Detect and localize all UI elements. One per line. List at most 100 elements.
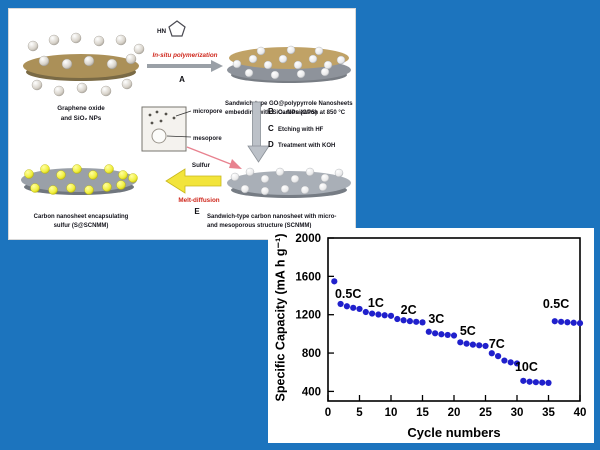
- data-point: [337, 300, 344, 308]
- y-tick-label: 2000: [295, 233, 321, 245]
- scnmm-label-line1: Sandwich-type carbon nanosheet with micr…: [207, 214, 336, 220]
- data-point: [551, 318, 558, 325]
- data-point: [520, 377, 527, 384]
- micropore-label: micropore: [193, 109, 223, 115]
- data-point: [419, 319, 426, 326]
- data-point: [513, 360, 521, 367]
- data-point: [545, 379, 552, 386]
- x-tick-label: 30: [511, 407, 524, 419]
- data-point: [450, 332, 458, 339]
- step-b-letter: B: [268, 107, 274, 116]
- y-tick-label: 1600: [295, 271, 321, 283]
- gps-label-line2: embedding with SiO₂ NPs (GPS): [225, 110, 317, 116]
- rate-annotation: 3C: [428, 312, 444, 326]
- data-point: [532, 379, 539, 386]
- data-point: [413, 318, 420, 325]
- data-point: [476, 342, 483, 349]
- mesopore-label: mesopore: [193, 136, 222, 142]
- data-point: [488, 350, 495, 357]
- y-tick-label: 400: [302, 386, 321, 398]
- s-scnmm-label-line1: Carbon nanosheet encapsulating: [34, 214, 129, 220]
- data-point: [425, 328, 432, 335]
- capacity-chart-svg: 0 5 10 15 20 25 30 35 40 400 800 1200 1600 2000 0.5C 1C…: [295, 233, 587, 419]
- step-d-label: Treatment with KOH: [278, 143, 335, 149]
- pore-callout-arrow: [186, 146, 242, 169]
- step-e-arrow: [165, 168, 222, 194]
- chart-y-axis-label: Specific Capacity (mA h g⁻¹): [273, 233, 288, 402]
- plot-frame: [327, 237, 581, 402]
- scnmm-label-line2: and mesoporous structure (SCNMM): [207, 223, 311, 229]
- s-scnmm-label-line2: sulfur (S@SCNMM): [54, 223, 109, 229]
- step-b-label: Carbonization at 850 °C: [278, 110, 346, 116]
- x-tick-label: 0: [325, 407, 331, 419]
- data-point: [507, 359, 514, 366]
- go-sio2-sheet-graphic: [23, 32, 145, 97]
- data-point: [564, 319, 571, 326]
- x-tick-label: 40: [574, 407, 587, 419]
- data-point: [495, 353, 502, 360]
- x-tick-label: 10: [385, 407, 398, 419]
- step-c-letter: C: [268, 124, 274, 133]
- rate-annotation: 0.5C: [335, 287, 361, 301]
- pyrrole-ring-icon: HN: [157, 20, 186, 37]
- rate-annotation: 5C: [460, 324, 476, 338]
- data-point: [375, 311, 382, 318]
- steps-bcd-arrow: [247, 101, 270, 163]
- scnmm-sheet-graphic: [227, 167, 351, 198]
- y-tick-label: 1200: [295, 310, 321, 322]
- gps-label-line1: Sandwich-type GO@polypyrrole Nanosheets: [225, 101, 353, 107]
- go-sio2-label-line2: and SiO₂ NPs: [61, 115, 102, 122]
- data-point: [501, 357, 508, 364]
- data-point: [558, 318, 565, 325]
- data-point: [469, 341, 476, 348]
- rate-annotation: 0.5C: [543, 297, 569, 311]
- step-e-letter: E: [194, 207, 200, 216]
- data-point: [482, 342, 489, 350]
- melt-diffusion-label: Melt-diffusion: [178, 197, 219, 204]
- y-tick-label: 800: [302, 348, 321, 360]
- step-d-letter: D: [268, 140, 274, 149]
- data-point: [406, 318, 413, 325]
- data-point: [432, 330, 439, 337]
- rate-annotation: 2C: [401, 303, 417, 317]
- rate-capability-chart-panel: Specific Capacity (mA h g⁻¹) 0 5 10 15 20 25 3…: [268, 228, 594, 443]
- go-sio2-label-line1: Graphene oxide: [57, 105, 105, 112]
- data-point: [343, 303, 350, 310]
- gps-sheet-graphic: [227, 45, 351, 83]
- step-a-letter: A: [179, 75, 185, 84]
- data-point: [576, 320, 584, 327]
- data-point: [570, 319, 577, 326]
- data-point: [539, 379, 546, 386]
- data-point: [444, 331, 451, 339]
- data-point: [463, 340, 470, 347]
- data-point: [400, 317, 407, 324]
- step-a-arrow: [147, 60, 223, 72]
- chart-x-axis-label: Cycle numbers: [407, 425, 501, 440]
- x-tick-label: 25: [479, 407, 492, 419]
- data-point: [331, 278, 338, 285]
- step-c-label: Etching with HF: [278, 127, 324, 133]
- data-point: [369, 310, 376, 317]
- data-point: [387, 312, 395, 319]
- s-scnmm-sheet-graphic: [21, 164, 138, 195]
- x-tick-label: 20: [448, 407, 461, 419]
- x-tick-label: 15: [416, 407, 429, 419]
- data-point: [350, 304, 357, 311]
- data-point: [394, 315, 401, 323]
- data-point: [457, 339, 464, 346]
- data-point: [381, 312, 388, 319]
- x-tick-label: 35: [542, 407, 555, 419]
- synthesis-schematic-svg: Graphene oxide and SiO₂ NPs HN In-situ p…: [21, 20, 353, 229]
- rate-annotation: 7C: [489, 337, 505, 351]
- sulfur-label: Sulfur: [192, 162, 211, 169]
- pyrrole-label: HN: [157, 28, 167, 35]
- data-point: [362, 308, 369, 316]
- data-point: [438, 331, 445, 338]
- step-a-label: In-situ polymerization: [152, 52, 217, 59]
- rate-annotation: 10C: [515, 360, 538, 374]
- pore-inset-box: [141, 106, 192, 152]
- data-point: [526, 378, 533, 385]
- x-tick-label: 5: [356, 407, 363, 419]
- rate-annotation: 1C: [368, 296, 384, 310]
